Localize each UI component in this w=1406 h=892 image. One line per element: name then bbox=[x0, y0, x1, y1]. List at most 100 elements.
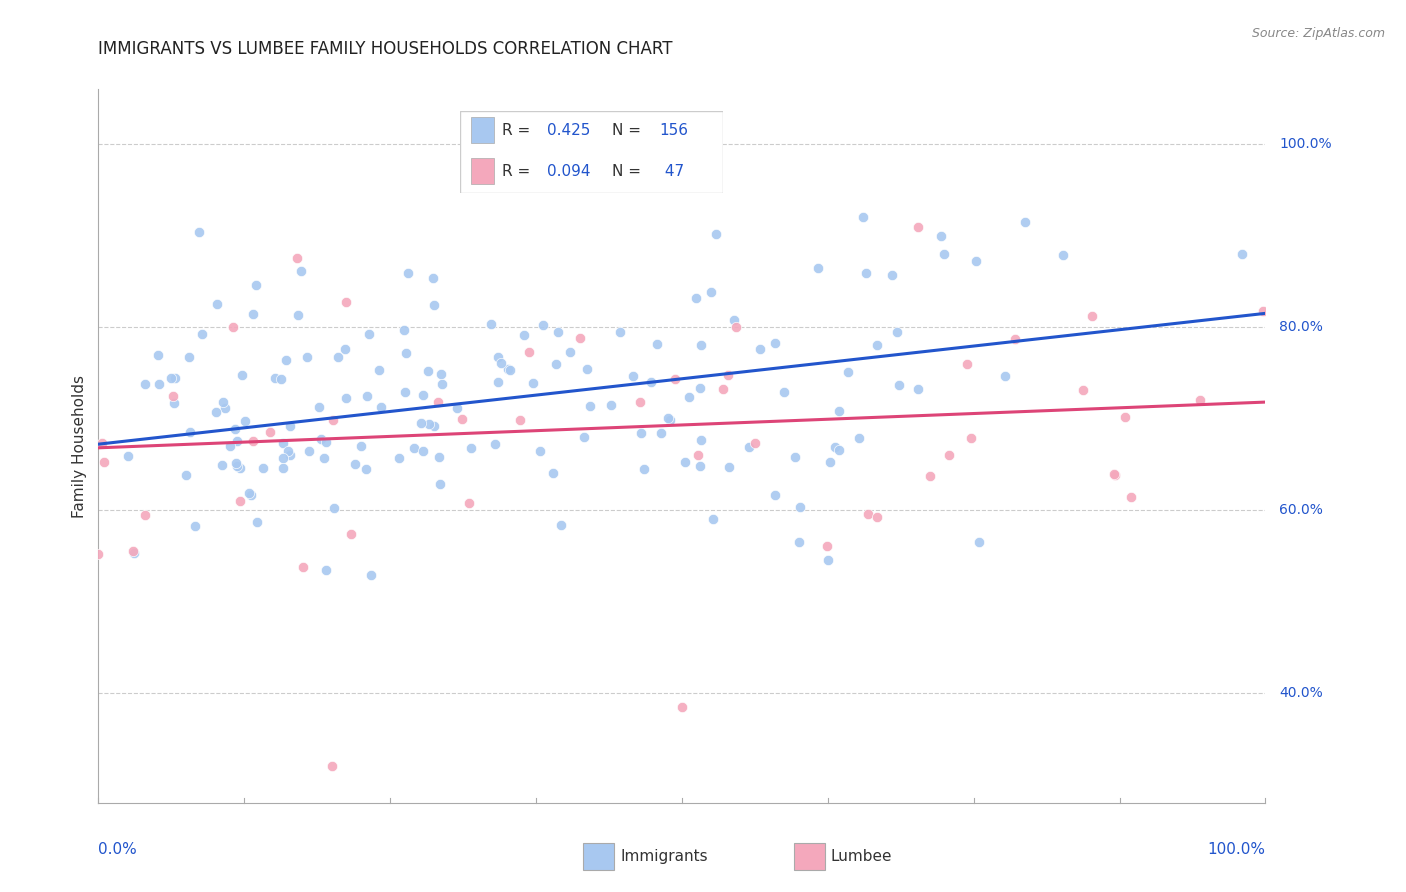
Text: Source: ZipAtlas.com: Source: ZipAtlas.com bbox=[1251, 27, 1385, 40]
Point bbox=[409, 417, 432, 431]
Point bbox=[225, 459, 247, 474]
Point bbox=[451, 412, 474, 426]
Point bbox=[489, 356, 512, 370]
Point bbox=[273, 435, 295, 450]
Point bbox=[308, 400, 330, 414]
Point bbox=[657, 411, 679, 425]
Point bbox=[650, 425, 672, 440]
Point bbox=[1071, 384, 1094, 398]
Point bbox=[486, 375, 509, 389]
Point bbox=[219, 440, 242, 454]
Point bbox=[969, 535, 991, 549]
Point bbox=[738, 440, 761, 454]
Point bbox=[93, 455, 115, 469]
Point bbox=[270, 372, 292, 386]
Point bbox=[575, 362, 598, 376]
Text: IMMIGRANTS VS LUMBEE FAMILY HOUSEHOLDS CORRELATION CHART: IMMIGRANTS VS LUMBEE FAMILY HOUSEHOLDS C… bbox=[98, 40, 673, 58]
Text: 100.0%: 100.0% bbox=[1208, 842, 1265, 857]
Point bbox=[242, 434, 264, 448]
Point bbox=[689, 458, 711, 473]
Point bbox=[426, 395, 449, 409]
Point bbox=[685, 291, 707, 305]
Text: Immigrants: Immigrants bbox=[620, 849, 707, 863]
Point bbox=[246, 515, 269, 529]
Point bbox=[315, 563, 337, 577]
Point bbox=[544, 358, 567, 372]
Point bbox=[818, 455, 841, 469]
Point bbox=[233, 414, 256, 428]
Point bbox=[484, 436, 506, 450]
Point bbox=[938, 448, 960, 462]
Point bbox=[360, 568, 382, 582]
Point bbox=[828, 404, 851, 418]
Point bbox=[824, 440, 846, 454]
Point bbox=[278, 448, 301, 462]
Point bbox=[252, 460, 274, 475]
Point bbox=[395, 346, 418, 360]
Point bbox=[429, 477, 451, 491]
Point bbox=[446, 401, 468, 416]
Text: N =: N = bbox=[613, 123, 647, 137]
Text: 0.425: 0.425 bbox=[547, 123, 591, 137]
Point bbox=[285, 252, 308, 266]
Point bbox=[321, 759, 343, 773]
Point bbox=[427, 450, 450, 464]
Point bbox=[887, 377, 910, 392]
Text: Lumbee: Lumbee bbox=[831, 849, 893, 863]
FancyBboxPatch shape bbox=[460, 111, 723, 193]
Point bbox=[315, 435, 337, 450]
Point bbox=[245, 277, 267, 292]
Point bbox=[214, 401, 236, 415]
Point bbox=[621, 368, 644, 383]
Point bbox=[460, 441, 482, 455]
Point bbox=[328, 350, 350, 364]
Point bbox=[412, 444, 434, 458]
Point bbox=[292, 560, 315, 574]
Point bbox=[179, 425, 201, 439]
Point bbox=[659, 413, 682, 427]
Point bbox=[828, 442, 851, 457]
Point bbox=[717, 368, 740, 382]
Point bbox=[350, 439, 373, 453]
Point bbox=[645, 337, 668, 351]
Point bbox=[907, 382, 929, 396]
Point bbox=[311, 432, 333, 446]
Point bbox=[224, 423, 246, 437]
Point bbox=[225, 456, 247, 470]
Point bbox=[522, 376, 544, 391]
Point bbox=[162, 389, 184, 403]
Point bbox=[340, 526, 363, 541]
Point bbox=[416, 364, 439, 378]
Point bbox=[122, 544, 145, 558]
Text: 80.0%: 80.0% bbox=[1279, 320, 1323, 334]
Point bbox=[723, 313, 745, 327]
Point bbox=[718, 459, 741, 474]
Point bbox=[259, 425, 281, 440]
Point bbox=[228, 493, 250, 508]
Point bbox=[789, 500, 811, 515]
Point bbox=[856, 507, 879, 521]
Point bbox=[704, 227, 727, 241]
Point bbox=[221, 320, 243, 334]
Point bbox=[807, 261, 830, 276]
Point bbox=[628, 395, 651, 409]
Point bbox=[229, 461, 252, 475]
Point bbox=[287, 308, 309, 322]
Point bbox=[134, 377, 156, 392]
Point bbox=[333, 343, 356, 357]
Point bbox=[852, 211, 875, 225]
Point bbox=[1102, 467, 1125, 481]
Point bbox=[932, 247, 955, 261]
Point bbox=[458, 496, 481, 510]
Point bbox=[1253, 304, 1275, 318]
Point bbox=[370, 400, 392, 414]
Point bbox=[356, 389, 378, 403]
Text: 156: 156 bbox=[659, 123, 689, 137]
Point bbox=[678, 391, 700, 405]
Point bbox=[689, 381, 711, 395]
Point bbox=[671, 699, 693, 714]
Point bbox=[558, 345, 581, 359]
Text: R =: R = bbox=[502, 164, 536, 178]
Point bbox=[956, 357, 979, 371]
Point bbox=[959, 431, 981, 445]
